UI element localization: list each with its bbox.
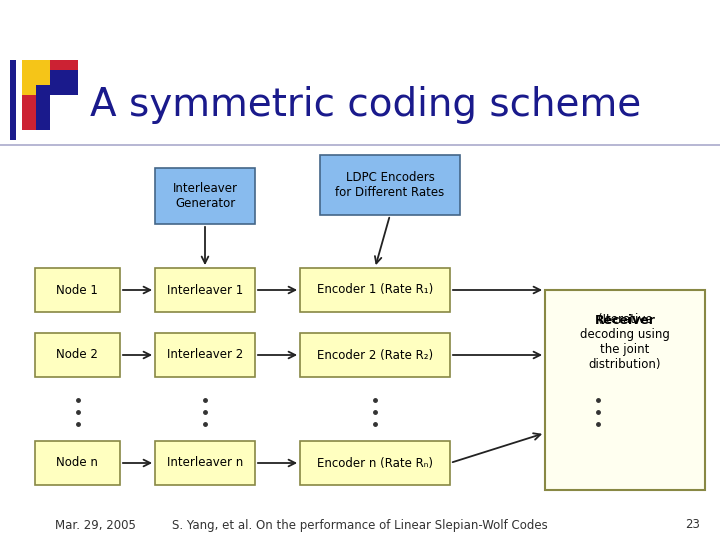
Text: Node 2: Node 2	[56, 348, 98, 361]
Bar	[155, 441, 255, 485]
Bar	[35, 268, 120, 312]
Bar	[155, 268, 255, 312]
Bar	[22, 60, 50, 95]
Text: Node n: Node n	[56, 456, 98, 469]
Text: Interleaver n: Interleaver n	[167, 456, 243, 469]
Bar	[35, 333, 120, 377]
Text: Interleaver 2: Interleaver 2	[167, 348, 243, 361]
Text: Encoder n (Rate Rₙ): Encoder n (Rate Rₙ)	[317, 456, 433, 469]
Bar	[50, 70, 78, 95]
Text: 23: 23	[685, 518, 700, 531]
Text: (Iterative
decoding using
the joint
distribution): (Iterative decoding using the joint dist…	[580, 313, 670, 371]
Bar	[35, 441, 120, 485]
Bar	[155, 168, 255, 224]
Text: S. Yang, et al. On the performance of Linear Slepian-Wolf Codes: S. Yang, et al. On the performance of Li…	[172, 518, 548, 531]
Text: A symmetric coding scheme: A symmetric coding scheme	[90, 86, 642, 124]
Bar	[155, 333, 255, 377]
Bar	[300, 333, 450, 377]
Bar	[36, 85, 50, 130]
Bar	[300, 268, 450, 312]
Text: Encoder 1 (Rate R₁): Encoder 1 (Rate R₁)	[317, 284, 433, 296]
Bar	[22, 95, 50, 130]
Text: Encoder 2 (Rate R₂): Encoder 2 (Rate R₂)	[317, 348, 433, 361]
Bar	[10, 60, 16, 140]
Bar	[300, 441, 450, 485]
Bar	[50, 60, 78, 95]
Text: Interleaver
Generator: Interleaver Generator	[173, 182, 238, 210]
Bar	[545, 290, 705, 490]
Text: LDPC Encoders
for Different Rates: LDPC Encoders for Different Rates	[336, 171, 445, 199]
Text: Mar. 29, 2005: Mar. 29, 2005	[55, 518, 136, 531]
Text: Interleaver 1: Interleaver 1	[167, 284, 243, 296]
Text: Receiver: Receiver	[595, 314, 655, 327]
Bar	[320, 155, 460, 215]
Text: Node 1: Node 1	[56, 284, 98, 296]
